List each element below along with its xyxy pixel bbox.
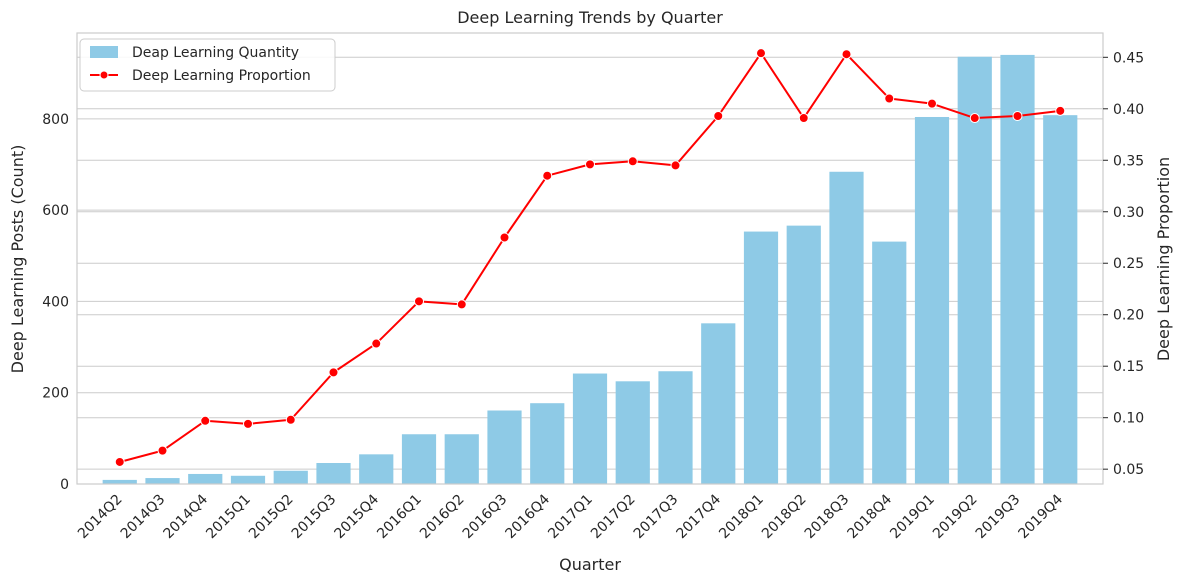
legend: Deap Learning Quantity Deep Learning Pro… [79,38,336,92]
line-point [1012,110,1023,121]
x-tick-label: 2014Q3 [118,492,169,543]
legend-box [79,38,336,92]
x-tick-label: 2015Q3 [289,492,340,543]
line-point [670,160,681,171]
line-point [243,418,253,429]
x-tick-label: 2019Q4 [1015,491,1066,542]
y-axis-label: Deep Learning Posts (Count) [8,145,27,374]
bar [914,116,950,484]
bar [359,454,394,484]
bar [230,475,266,484]
x-tick-label: 2018Q2 [759,492,810,543]
plot-frame [76,32,1104,485]
bar [102,479,137,484]
y2-tick-label: 0.30 [1113,205,1144,221]
x-tick-label: 2016Q2 [417,492,468,543]
x-tick-label: 2019Q2 [930,492,981,543]
line-point [756,48,766,59]
x-tick-label: 2015Q2 [246,492,297,543]
x-tick-label: 2018Q3 [802,492,853,543]
x-tick-label: 2014Q2 [75,492,126,543]
legend-label-bars: Deap Learning Quantity [132,45,299,61]
bar [743,231,779,484]
bar [1043,115,1078,485]
bar [957,56,992,484]
x-tick-label: 2014Q4 [160,491,211,542]
y2-tick-label: 0.35 [1113,153,1144,169]
bars-layer [102,54,1078,485]
x-tick-label: 2017Q3 [631,492,682,543]
bar [658,371,693,484]
bar [188,473,223,484]
chart-title: Deep Learning Trends by Quarter [457,8,723,27]
x-tick-label: 2015Q1 [203,492,254,543]
line-point [414,296,424,307]
line-point [200,415,211,426]
line-point [328,367,339,378]
bar [401,434,437,484]
y2-tick-label: 0.10 [1113,411,1144,427]
line-point [798,113,809,124]
line-point [969,113,980,124]
line-point [927,98,937,109]
y-tick-label: 400 [42,294,69,310]
x-tick-label: 2017Q2 [588,492,639,543]
x-tick-label: 2016Q1 [374,492,425,543]
bar [487,410,522,484]
x-tick-label: 2016Q4 [502,491,553,542]
y-tick-label: 0 [60,477,69,493]
line-point [542,170,553,181]
bar [444,434,479,484]
line-point [713,110,724,121]
line-point [114,456,125,467]
y2-axis-label: Deep Learning Proportion [1154,157,1173,361]
line-point [627,156,638,167]
bar [872,241,907,484]
line-point [157,445,168,456]
line-point [884,93,895,104]
x-tick-label: 2015Q4 [331,491,382,542]
x-tick-label: 2018Q4 [844,491,895,542]
line-point [1055,105,1066,116]
y-tick-label: 600 [42,203,69,219]
line-point [499,232,510,243]
bar [572,373,608,484]
bar [273,470,308,484]
line-layer [114,48,1066,467]
y2-tick-label: 0.05 [1113,462,1144,478]
x-tick-label: 2019Q3 [973,492,1024,543]
line-point [371,338,382,349]
line-point [285,414,296,425]
y2-tick-label: 0.15 [1113,359,1144,375]
bar [316,463,351,484]
bar [701,323,736,484]
legend-swatch-marker [99,70,109,80]
line-point [456,299,467,310]
x-tick-label: 2019Q1 [887,492,938,543]
x-axis-label: Quarter [559,555,621,574]
y2-tick-label: 0.25 [1113,256,1144,272]
bar [145,478,180,484]
line-point [585,159,595,170]
bar [786,225,821,484]
x-tick-label: 2017Q1 [545,492,596,543]
x-tick-label: 2018Q1 [716,492,767,543]
x-tick-label: 2017Q4 [673,491,724,542]
y-tick-label: 800 [42,112,69,128]
bar [829,171,864,484]
legend-label-line: Deep Learning Proportion [132,68,311,84]
bar [1000,54,1035,485]
y2-tick-label: 0.20 [1113,308,1144,324]
y2-tick-label: 0.45 [1113,50,1144,66]
y2-tick-label: 0.40 [1113,102,1144,118]
x-tick-label: 2016Q3 [460,492,511,543]
y-tick-label: 200 [42,386,69,402]
legend-swatch-bars [90,46,118,58]
line-point [841,49,852,60]
bar [530,403,565,484]
bar [615,381,650,484]
